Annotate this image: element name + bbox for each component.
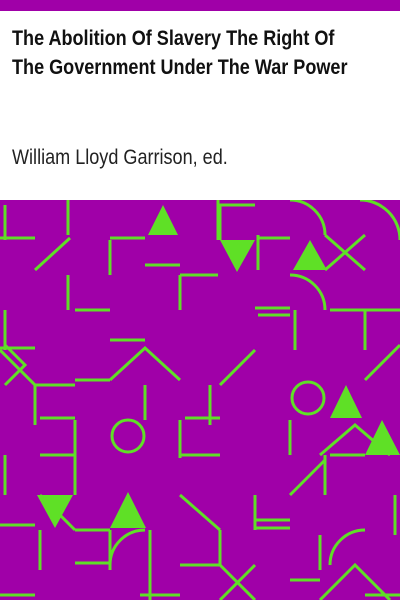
- top-color-band: [0, 0, 400, 11]
- cover-pattern-art: [0, 200, 400, 600]
- book-title-line-2: The Government Under The War Power: [12, 56, 348, 79]
- cover-pattern: [0, 200, 400, 600]
- book-title: The Abolition Of Slavery The Right Of Th…: [12, 24, 348, 82]
- pattern-lines: [0, 200, 400, 600]
- book-title-line-1: The Abolition Of Slavery The Right Of: [12, 27, 335, 50]
- book-author: William Lloyd Garrison, ed.: [12, 146, 228, 169]
- pattern-background: [0, 200, 400, 600]
- pattern-triangles: [37, 205, 400, 528]
